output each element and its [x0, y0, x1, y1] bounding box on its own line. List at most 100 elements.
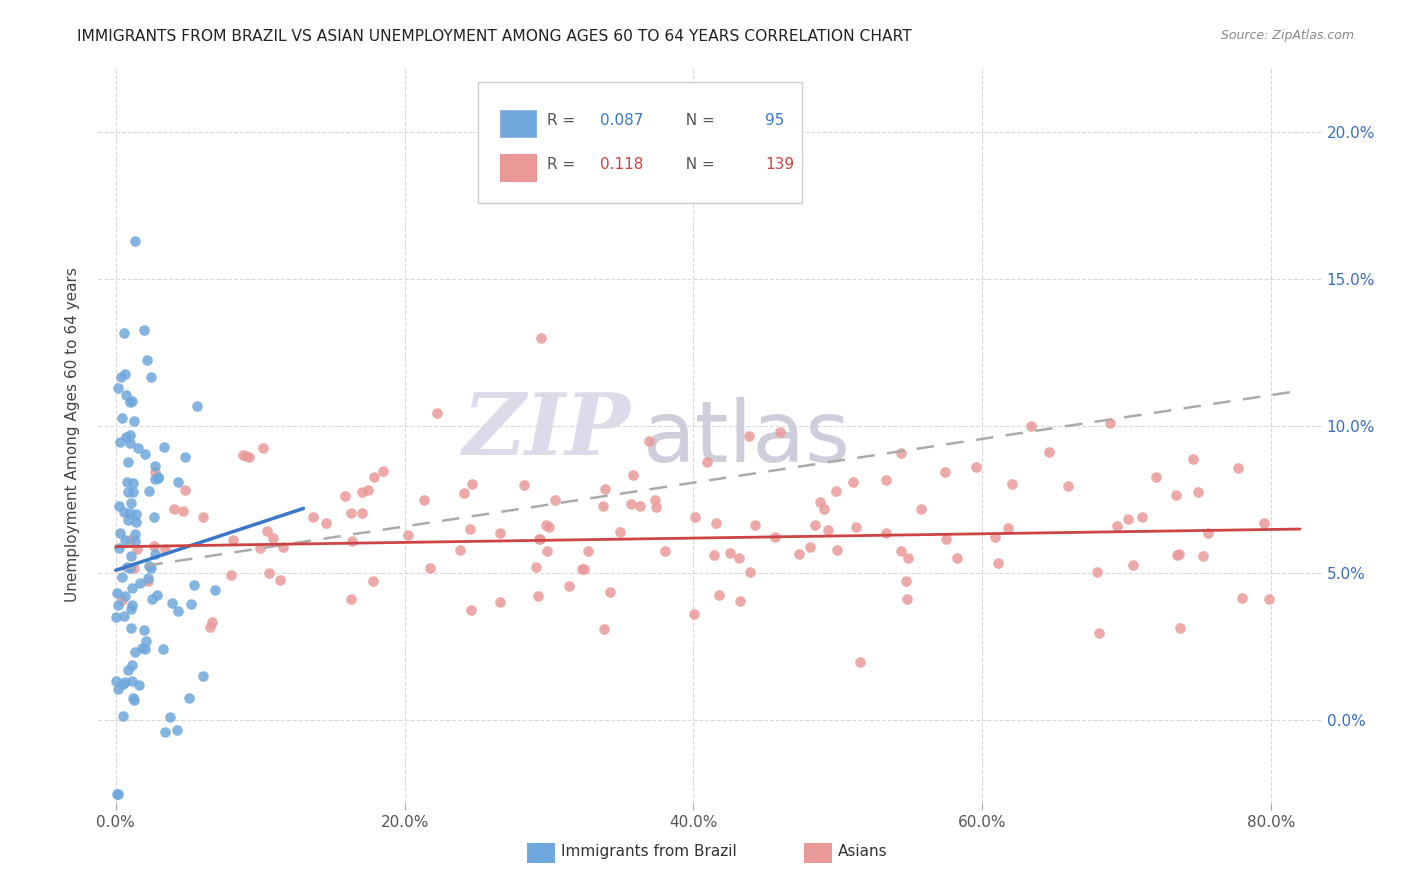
Point — [122, 414, 145, 428]
Point — [118, 435, 141, 450]
Point — [897, 550, 920, 565]
Point — [538, 520, 561, 534]
Point — [118, 561, 141, 575]
Text: IMMIGRANTS FROM BRAZIL VS ASIAN UNEMPLOYMENT AMONG AGES 60 TO 64 YEARS CORRELATI: IMMIGRANTS FROM BRAZIL VS ASIAN UNEMPLOY… — [77, 29, 912, 44]
Point — [576, 544, 599, 558]
Point — [124, 533, 146, 548]
Text: Immigrants from Brazil: Immigrants from Brazil — [561, 845, 737, 859]
Point — [120, 621, 142, 635]
Point — [136, 574, 159, 589]
Point — [107, 787, 129, 801]
Point — [135, 353, 157, 368]
Point — [135, 633, 157, 648]
Point — [997, 521, 1019, 535]
Point — [159, 710, 181, 724]
Point — [875, 525, 897, 540]
Point — [683, 607, 706, 622]
Point — [111, 411, 134, 425]
Point — [122, 691, 145, 706]
Bar — [499, 111, 536, 136]
Point — [644, 493, 666, 508]
Point — [117, 485, 139, 500]
Point — [174, 450, 197, 464]
Point — [111, 570, 134, 584]
Point — [114, 533, 136, 547]
Point — [704, 516, 727, 531]
Point — [252, 441, 274, 455]
Point — [146, 471, 169, 485]
Point — [110, 434, 132, 449]
Point — [530, 331, 553, 345]
Bar — [499, 154, 536, 181]
Point — [738, 429, 761, 443]
Point — [340, 507, 363, 521]
Point — [1166, 488, 1188, 502]
Point — [592, 499, 614, 513]
Point — [105, 610, 128, 624]
Point — [574, 562, 596, 576]
Point — [696, 455, 718, 469]
Point — [180, 597, 202, 611]
Point — [728, 594, 751, 608]
Point — [105, 673, 128, 688]
Point — [817, 523, 839, 537]
Point — [235, 450, 257, 464]
Point — [200, 620, 222, 634]
Point — [143, 458, 166, 473]
Point — [177, 690, 200, 705]
Point — [125, 515, 148, 529]
Point — [1057, 479, 1080, 493]
Point — [946, 551, 969, 566]
Point — [112, 608, 135, 623]
Point — [121, 657, 143, 672]
Point — [1105, 519, 1128, 533]
Point — [935, 532, 957, 546]
Point — [262, 531, 284, 545]
Point — [249, 541, 271, 555]
Point — [1166, 548, 1188, 562]
Point — [460, 603, 482, 617]
Point — [453, 486, 475, 500]
Point — [112, 326, 135, 340]
Text: 0.087: 0.087 — [600, 113, 644, 128]
Point — [1258, 591, 1281, 606]
Point — [744, 517, 766, 532]
Point — [352, 506, 374, 520]
Point — [146, 588, 169, 602]
Point — [163, 502, 186, 516]
Point — [529, 532, 551, 546]
Point — [131, 641, 153, 656]
Point — [118, 395, 141, 409]
Point — [152, 441, 174, 455]
Point — [138, 484, 160, 499]
Point — [111, 593, 134, 607]
Point — [115, 430, 138, 444]
Point — [122, 693, 145, 707]
Text: R =: R = — [547, 113, 581, 128]
Point — [361, 574, 384, 588]
Point — [1167, 547, 1189, 561]
Point — [638, 434, 661, 448]
Point — [1187, 485, 1209, 500]
Point — [138, 558, 160, 573]
Point — [1001, 477, 1024, 491]
Point — [558, 579, 581, 593]
Point — [117, 663, 139, 677]
Point — [849, 655, 872, 669]
Point — [984, 530, 1007, 544]
Point — [269, 573, 291, 587]
Point — [965, 460, 987, 475]
Text: 139: 139 — [765, 157, 794, 172]
Point — [120, 602, 142, 616]
Point — [141, 592, 163, 607]
Point — [461, 476, 484, 491]
Point — [527, 589, 550, 603]
Point — [813, 502, 835, 516]
Point — [333, 489, 356, 503]
Point — [167, 475, 190, 490]
Point — [191, 669, 214, 683]
Point — [340, 534, 363, 549]
Point — [842, 475, 865, 489]
Point — [910, 501, 932, 516]
Point — [124, 645, 146, 659]
